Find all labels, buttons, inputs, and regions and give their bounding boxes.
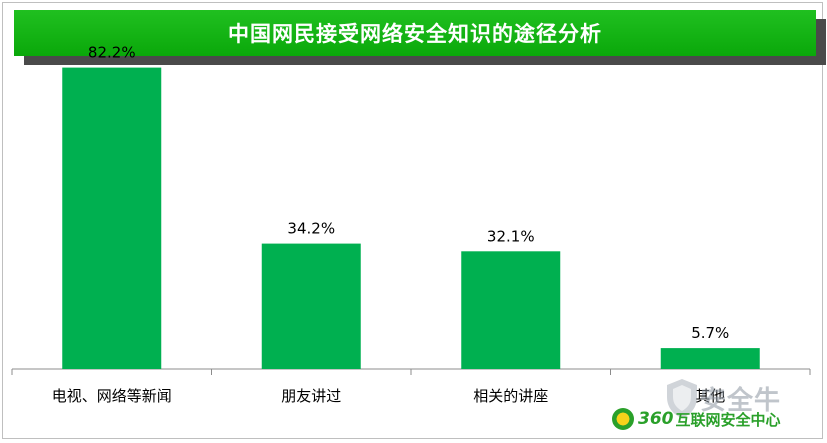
chart-frame: [2, 2, 823, 439]
value-label: 32.1%: [487, 227, 535, 245]
category-label: 相关的讲座: [473, 387, 548, 405]
category-label: 朋友讲过: [281, 387, 341, 405]
bar: [261, 243, 361, 369]
value-label: 82.2%: [88, 44, 136, 62]
category-label: 电视、网络等新闻: [52, 387, 172, 405]
shield-watermark-icon: [667, 379, 697, 418]
value-label: 34.2%: [287, 220, 335, 238]
bar: [62, 67, 162, 369]
brand-text: 互联网安全中心: [675, 410, 781, 429]
bar: [660, 348, 760, 369]
category-labels: 电视、网络等新闻 朋友讲过 相关的讲座 其他: [52, 387, 726, 405]
x-axis-ticks: [11, 369, 811, 375]
value-labels: 82.2% 34.2% 32.1% 5.7%: [88, 44, 729, 343]
brand-number: 360: [638, 409, 674, 429]
chart-title: 中国网民接受网络安全知识的途径分析: [14, 10, 816, 56]
watermark-text: 安全牛: [700, 386, 782, 416]
value-label: 5.7%: [691, 324, 729, 342]
category-label: 其他: [695, 387, 725, 405]
360-logo-icon: [612, 408, 634, 430]
bar: [461, 251, 561, 369]
bars: [62, 67, 760, 369]
brand-360: 360 互联网安全中心: [612, 408, 781, 430]
